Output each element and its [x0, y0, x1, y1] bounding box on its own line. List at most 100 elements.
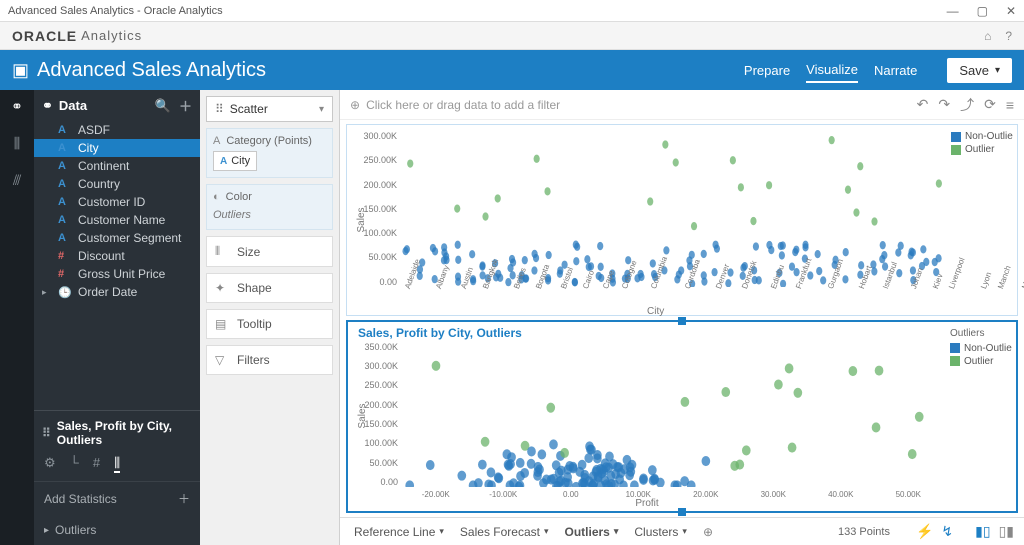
tab-visualize[interactable]: Visualize — [806, 58, 858, 83]
brand-sub: Analytics — [81, 28, 142, 43]
canvas-toolbar: ⊕ Click here or drag data to add a filte… — [340, 90, 1024, 120]
selection-title: Sales, Profit by City, Outliers — [57, 419, 192, 447]
window-titlebar: Advanced Sales Analytics - Oracle Analyt… — [0, 0, 1024, 22]
data-panel-icon[interactable]: ⚭ — [11, 98, 23, 115]
tool-grid-icon[interactable]: # — [93, 455, 100, 473]
field-item-country[interactable]: ACountry — [34, 175, 200, 193]
field-item-discount[interactable]: #Discount — [34, 247, 200, 265]
add-statistics-plus-icon[interactable]: ＋ — [178, 490, 190, 507]
chart2-legend-nonoutlier: Non-Outlier — [964, 343, 1012, 354]
field-list: AASDFACityAContinentACountryACustomer ID… — [34, 121, 200, 406]
chart-type-selector[interactable]: ⠿ Scatter — [206, 96, 333, 122]
chart1-yticks: 300.00K250.00K200.00K150.00K100.00K50.00… — [355, 131, 397, 287]
chart-panel-1[interactable]: Sales 300.00K250.00K200.00K150.00K100.00… — [346, 124, 1018, 316]
filters-label: Filters — [237, 353, 270, 367]
tooltip-row[interactable]: ▤Tooltip — [206, 309, 333, 339]
data-section-header: ⚭ Data 🔍 ＋ — [34, 90, 200, 121]
field-item-asdf[interactable]: AASDF — [34, 121, 200, 139]
outliers-label: Outliers — [55, 523, 96, 537]
canvas-area: ⊕ Click here or drag data to add a filte… — [340, 90, 1024, 545]
minimize-icon[interactable]: — — [947, 4, 959, 18]
chart2-title: Sales, Profit by City, Outliers — [358, 326, 522, 340]
save-chevron-icon: ▾ — [995, 65, 1000, 76]
filters-row[interactable]: ▽Filters — [206, 345, 333, 375]
data-sidebar: ⚭ Data 🔍 ＋ AASDFACityAContinentACountryA… — [34, 90, 200, 545]
chart1-legend-outlier: Outlier — [965, 144, 994, 155]
tool-axis-icon[interactable]: └ — [70, 455, 79, 473]
category-block[interactable]: A Category (Points) ACity — [206, 128, 333, 178]
visualize-panel-icon[interactable]: ⫼ — [14, 135, 20, 152]
share-icon[interactable]: ⤴ — [960, 95, 974, 115]
sales-forecast-tab[interactable]: Sales Forecast ▾ — [456, 523, 553, 541]
scatter-icon: ⠿ — [215, 102, 224, 116]
filter-prompt[interactable]: ⊕ Click here or drag data to add a filte… — [350, 98, 560, 112]
save-button[interactable]: Save ▾ — [947, 58, 1012, 83]
chart2-xlabel: Profit — [635, 498, 658, 509]
category-value: City — [231, 155, 250, 167]
field-item-city[interactable]: ACity — [34, 139, 200, 157]
shape-row[interactable]: ✦ Shape — [206, 273, 333, 303]
outliers-row[interactable]: Outliers — [34, 515, 200, 545]
clusters-tab[interactable]: Clusters ▾ — [630, 523, 691, 541]
field-item-order-date[interactable]: ▸🕒Order Date — [34, 283, 200, 301]
tool-analytics-icon[interactable]: ⫼ — [114, 455, 120, 473]
brand-bar: ORACLE Analytics ⌂ ? — [0, 22, 1024, 50]
close-icon[interactable]: ✕ — [1006, 4, 1016, 18]
layout1-icon[interactable]: ▮▯ — [975, 523, 990, 540]
color-block[interactable]: ◐Color Outliers — [206, 184, 333, 230]
add-canvas-icon[interactable]: ⊕ — [699, 523, 717, 541]
points-count: 133 Points — [838, 526, 890, 538]
chart2-legend-outlier: Outlier — [964, 356, 993, 367]
add-statistics-row[interactable]: Add Statistics ＋ — [34, 481, 200, 515]
color-label: Color — [226, 191, 252, 203]
workbook-title: Advanced Sales Analytics — [37, 59, 744, 82]
tab-prepare[interactable]: Prepare — [744, 59, 790, 82]
tool-link-icon[interactable]: ⚙ — [44, 455, 56, 473]
workbook-icon: ▣ — [12, 60, 29, 81]
left-icon-rail: ⚭ ⫼ ⫻ — [0, 90, 34, 545]
home-icon[interactable]: ⌂ — [984, 29, 991, 43]
chart1-legend-nonoutlier: Non-Outlier — [965, 131, 1013, 142]
auto-insights-icon[interactable]: ⚡ — [916, 523, 933, 540]
field-item-continent[interactable]: AContinent — [34, 157, 200, 175]
menu-icon[interactable]: ≡ — [1006, 97, 1014, 113]
layout2-icon[interactable]: ▯▮ — [999, 523, 1014, 540]
outliers-tab[interactable]: Outliers ▾ — [561, 523, 623, 541]
field-item-customer-name[interactable]: ACustomer Name — [34, 211, 200, 229]
size-row[interactable]: ⫴Size — [206, 236, 333, 267]
canvas-statusbar: Reference Line ▾ Sales Forecast ▾ Outlie… — [340, 517, 1024, 545]
color-value: Outliers — [213, 207, 326, 223]
chart2-plot — [402, 342, 942, 488]
field-item-customer-id[interactable]: ACustomer ID — [34, 193, 200, 211]
undo-icon[interactable]: ↶ — [917, 96, 929, 113]
add-data-icon[interactable]: ＋ — [179, 96, 192, 115]
category-icon: A — [213, 135, 220, 147]
field-item-customer-segment[interactable]: ACustomer Segment — [34, 229, 200, 247]
save-button-label: Save — [959, 63, 989, 78]
shape-label: Shape — [237, 281, 272, 295]
tab-narrate[interactable]: Narrate — [874, 59, 917, 82]
brushing-icon[interactable]: ↯ — [941, 523, 953, 540]
add-filter-icon: ⊕ — [350, 98, 360, 112]
shape-icon: ✦ — [215, 281, 229, 295]
chart-panel-2[interactable]: Sales, Profit by City, Outliers Sales 35… — [346, 320, 1018, 514]
reference-line-tab[interactable]: Reference Line ▾ — [350, 523, 448, 541]
analytics-panel-icon[interactable]: ⫻ — [13, 172, 21, 189]
chart2-legend: Outliers Non-Outlier Outlier — [946, 322, 1016, 512]
chart2-yticks: 350.00K300.00K250.00K200.00K150.00K100.0… — [356, 342, 398, 488]
help-icon[interactable]: ? — [1005, 29, 1012, 43]
data-icon: ⚭ — [42, 98, 53, 114]
size-icon: ⫴ — [215, 244, 229, 259]
category-label: Category (Points) — [226, 135, 312, 147]
field-item-gross-unit-price[interactable]: #Gross Unit Price — [34, 265, 200, 283]
redo-icon[interactable]: ↷ — [938, 96, 950, 113]
grammar-panel: ⠿ Scatter A Category (Points) ACity ◐Colo… — [200, 90, 340, 545]
refresh-icon[interactable]: ⟳ — [984, 96, 996, 113]
maximize-icon[interactable]: ▢ — [977, 4, 988, 18]
category-chip[interactable]: ACity — [213, 151, 257, 171]
search-icon[interactable]: 🔍 — [155, 98, 171, 114]
tooltip-icon: ▤ — [215, 317, 229, 331]
chart1-xticks: AdelaideAlbanyAustinBangkokBellesBogotaB… — [403, 287, 943, 313]
data-section-label: Data — [59, 98, 87, 113]
window-title: Advanced Sales Analytics - Oracle Analyt… — [8, 5, 947, 17]
